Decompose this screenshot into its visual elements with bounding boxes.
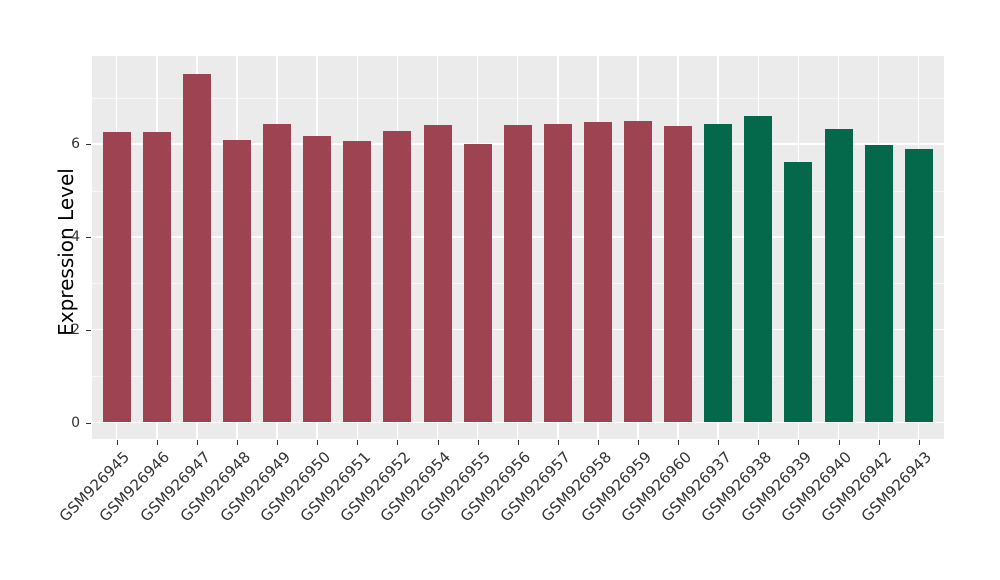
- y-tick-mark-6: [86, 144, 91, 146]
- x-tick-mark-GSM926946: [156, 440, 158, 445]
- bar-GSM926937: [704, 124, 733, 423]
- y-tick-mark-2: [86, 329, 91, 331]
- bar-GSM926960: [664, 125, 693, 423]
- y-axis-title: Expression Level: [54, 168, 78, 336]
- bar-GSM926946: [142, 131, 171, 423]
- bar-GSM926943: [904, 149, 933, 423]
- y-tick-label-4: 4: [71, 228, 80, 245]
- bar-GSM926956: [503, 124, 532, 423]
- bar-GSM926954: [423, 124, 452, 423]
- x-tick-mark-GSM926960: [678, 440, 680, 445]
- bar-GSM926950: [303, 136, 332, 423]
- x-tick-mark-GSM926957: [557, 440, 559, 445]
- x-tick-mark-GSM926959: [638, 440, 639, 445]
- x-tick-mark-GSM926943: [918, 440, 920, 445]
- y-tick-mark-4: [86, 236, 91, 238]
- bar-GSM926949: [263, 124, 292, 423]
- bar-GSM926947: [182, 74, 211, 423]
- x-tick-mark-GSM926945: [116, 440, 118, 445]
- bar-GSM926955: [463, 144, 492, 423]
- y-tick-mark-0: [86, 422, 91, 424]
- x-tick-mark-GSM926947: [196, 440, 198, 445]
- bar-GSM926939: [784, 162, 813, 423]
- bar-GSM926942: [864, 145, 893, 423]
- y-tick-label-0: 0: [71, 414, 80, 431]
- x-tick-mark-GSM926940: [838, 440, 840, 445]
- x-tick-mark-GSM926956: [517, 440, 519, 445]
- bar-GSM926948: [223, 140, 251, 423]
- y-tick-label-2: 2: [71, 321, 80, 338]
- bar-GSM926958: [583, 122, 612, 423]
- bar-GSM926938: [744, 115, 773, 423]
- y-tick-label-6: 6: [71, 136, 80, 153]
- x-tick-mark-GSM926958: [597, 440, 599, 445]
- x-tick-mark-GSM926950: [317, 440, 319, 445]
- x-tick-mark-GSM926949: [277, 440, 279, 445]
- bar-GSM926940: [824, 129, 853, 423]
- x-tick-mark-GSM926937: [718, 440, 720, 445]
- bar-GSM926952: [383, 130, 412, 423]
- x-tick-mark-GSM926948: [237, 440, 238, 445]
- x-tick-mark-GSM926955: [477, 440, 479, 445]
- bar-GSM926957: [543, 124, 572, 423]
- x-tick-mark-GSM926938: [758, 440, 760, 445]
- x-tick-mark-GSM926954: [437, 440, 439, 445]
- plot-panel: [92, 56, 944, 439]
- bar-GSM926951: [343, 140, 372, 423]
- x-tick-mark-GSM926939: [798, 440, 800, 445]
- x-tick-mark-GSM926951: [357, 440, 359, 445]
- bar-GSM926959: [624, 120, 652, 423]
- bar-GSM926945: [102, 131, 131, 423]
- x-tick-mark-GSM926952: [397, 440, 399, 445]
- x-tick-mark-GSM926942: [878, 440, 880, 445]
